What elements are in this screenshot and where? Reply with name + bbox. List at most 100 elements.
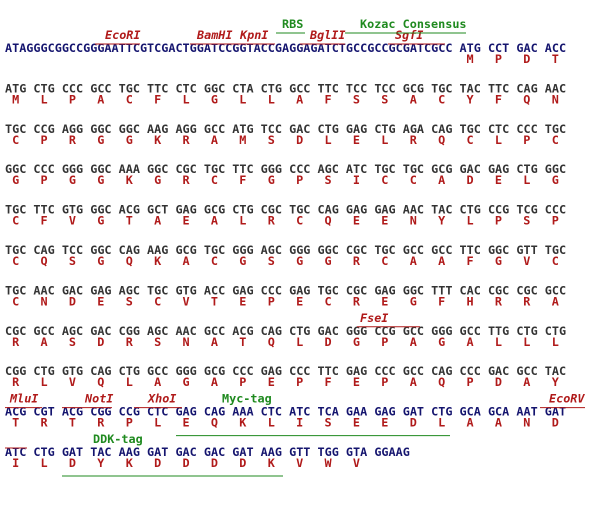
dna-sequence: ACG CGT ACG CGG CCG CTC GAG CAG AAA CTC … <box>5 405 566 419</box>
amino-acid: R <box>97 416 105 430</box>
amino-acid: Y <box>438 214 446 228</box>
amino-acid: C <box>12 133 19 147</box>
amino-acid: R <box>69 133 77 147</box>
amino-acid: G <box>211 92 218 106</box>
amino-acid: E <box>353 133 360 147</box>
amino-acid: E <box>381 294 388 308</box>
amino-acid: R <box>353 294 361 308</box>
amino-acid: C <box>552 133 559 147</box>
amino-acid: G <box>552 173 559 187</box>
feature-label: DDK-tag <box>93 432 143 446</box>
amino-acid: D <box>69 456 76 470</box>
amino-acid: S <box>268 254 275 268</box>
amino-acid: G <box>353 335 360 349</box>
amino-acid: Q <box>268 335 275 349</box>
amino-acid: C <box>12 214 19 228</box>
amino-acid: A <box>552 294 559 308</box>
amino-acid: S <box>126 294 133 308</box>
enzyme-site-label: EcoRV <box>549 392 585 406</box>
amino-acid: R <box>12 335 20 349</box>
enzyme-site-label: SgfI <box>395 28 423 42</box>
amino-acid: D <box>296 133 303 147</box>
amino-acid: A <box>211 375 218 389</box>
amino-acid: K <box>126 173 134 187</box>
amino-acid: T <box>69 416 76 430</box>
amino-acid: P <box>40 133 47 147</box>
amino-acid: G <box>495 254 502 268</box>
amino-acid: R <box>126 335 134 349</box>
amino-acid: A <box>466 416 473 430</box>
amino-acid: A <box>182 254 189 268</box>
dna-sequence: GGC CCC GGG GGC AAA GGC CGC TGC TTC GGG … <box>5 162 566 176</box>
amino-acid: L <box>239 92 246 106</box>
amino-acid: T <box>12 416 19 430</box>
amino-acid: E <box>495 173 502 187</box>
amino-acid: Q <box>523 92 530 106</box>
enzyme-site-label: EcoRI <box>105 28 141 42</box>
amino-acid: G <box>154 173 161 187</box>
amino-acid: S <box>523 214 530 228</box>
amino-acid: G <box>97 133 104 147</box>
amino-acid: C <box>296 214 303 228</box>
amino-acid: D <box>495 375 502 389</box>
amino-acid: E <box>381 416 388 430</box>
amino-acid: L <box>268 416 275 430</box>
amino-acid: P <box>69 92 76 106</box>
feature-label: Myc-tag <box>222 392 272 406</box>
amino-acid: C <box>126 92 133 106</box>
amino-acid: P <box>296 375 303 389</box>
amino-acid: M <box>12 92 19 106</box>
amino-acid: A <box>495 416 502 430</box>
amino-acid: D <box>211 456 218 470</box>
amino-acid: A <box>211 133 218 147</box>
amino-acid: S <box>381 92 388 106</box>
amino-acid: P <box>239 375 246 389</box>
amino-acid: Q <box>40 254 47 268</box>
amino-acid: E <box>97 294 104 308</box>
amino-acid: S <box>154 335 161 349</box>
amino-acid: C <box>438 92 445 106</box>
amino-acid: L <box>324 133 331 147</box>
amino-acid: K <box>154 133 162 147</box>
amino-acid: A <box>154 214 161 228</box>
enzyme-site-label: XhoI <box>147 392 176 406</box>
amino-acid: F <box>438 294 445 308</box>
amino-acid: N <box>410 214 417 228</box>
amino-acid: S <box>69 254 76 268</box>
amino-acid: G <box>126 133 133 147</box>
amino-acid: L <box>40 375 47 389</box>
amino-acid: N <box>523 416 530 430</box>
amino-acid: T <box>211 294 218 308</box>
amino-acid: G <box>69 173 76 187</box>
amino-acid: S <box>268 133 275 147</box>
amino-acid: D <box>239 456 246 470</box>
amino-acid: A <box>523 375 530 389</box>
amino-acid: P <box>466 375 473 389</box>
amino-acid: R <box>523 294 531 308</box>
amino-acid: C <box>211 254 218 268</box>
amino-acid: G <box>324 254 331 268</box>
amino-acid: T <box>126 214 133 228</box>
amino-acid: L <box>268 92 275 106</box>
amino-acid: A <box>296 92 303 106</box>
amino-acid: E <box>381 214 388 228</box>
amino-acid: A <box>154 375 161 389</box>
amino-acid: D <box>466 173 473 187</box>
amino-acid: W <box>324 456 332 470</box>
amino-acid: C <box>12 254 19 268</box>
amino-acid: G <box>182 375 189 389</box>
amino-acid: S <box>324 173 331 187</box>
amino-acid: C <box>211 173 218 187</box>
amino-acid: R <box>410 133 418 147</box>
amino-acid: A <box>97 92 104 106</box>
amino-acid: C <box>552 254 559 268</box>
amino-acid: R <box>182 133 190 147</box>
amino-acid: S <box>353 92 360 106</box>
amino-acid: A <box>40 335 47 349</box>
amino-acid: C <box>381 254 388 268</box>
amino-acid: N <box>182 335 189 349</box>
amino-acid: P <box>495 214 502 228</box>
amino-acid: Y <box>552 375 560 389</box>
amino-acid: L <box>296 335 303 349</box>
amino-acid: F <box>40 214 47 228</box>
